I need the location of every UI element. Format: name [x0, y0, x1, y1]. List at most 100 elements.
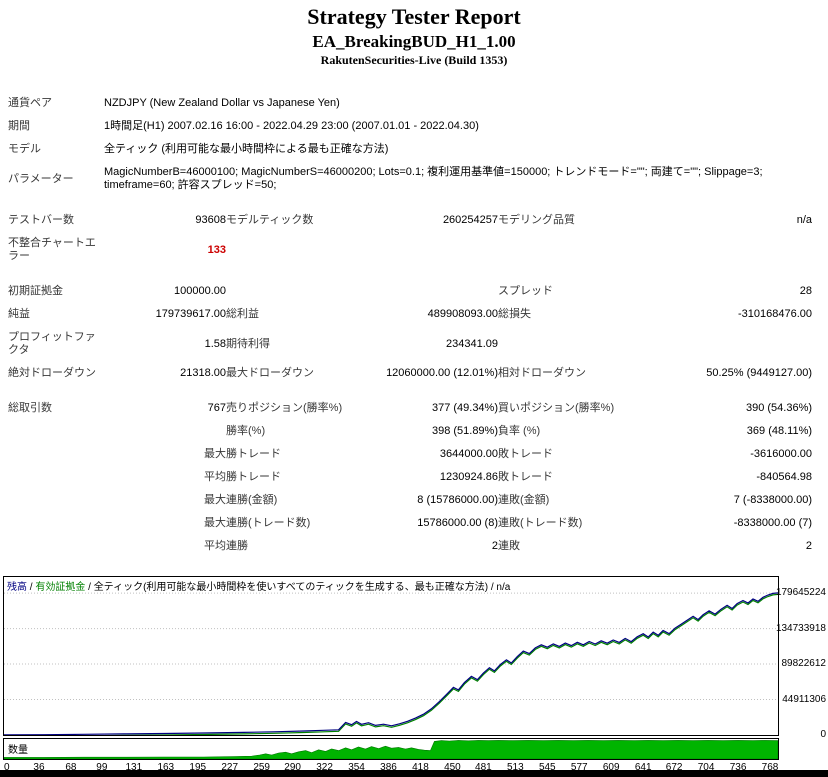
report-title: Strategy Tester Report: [307, 4, 521, 29]
stat-label: [498, 232, 664, 268]
report-row: 不整合チャートエラー 133: [8, 232, 812, 268]
x-axis-tick: 641: [634, 762, 652, 773]
x-axis-tick: 354: [348, 762, 365, 773]
volume-panel: 数量: [3, 738, 779, 760]
stat-value: -3616000.00: [750, 448, 813, 460]
volume-area: [4, 740, 778, 759]
stat-value: 2: [805, 540, 813, 552]
stat-label: 連敗(トレード数): [498, 517, 583, 529]
report-row: 総取引数 767 売りポジション(勝率%) 377 (49.34%) 買いポジション(勝…: [8, 397, 812, 420]
stat-label: 相対ドローダウン: [498, 367, 586, 379]
stat-label: テストバー数: [8, 214, 74, 226]
x-axis-tick: 163: [157, 762, 175, 773]
stat-value: 50.25% (9449127.00): [706, 367, 813, 379]
stat-value: 100000.00: [174, 285, 226, 297]
stat-label: プロフィットファクタ: [8, 331, 96, 356]
stat-label: 連敗(金額): [498, 494, 550, 506]
stat-value: 398 (51.89%): [431, 425, 498, 437]
x-axis-tick: 768: [761, 762, 779, 773]
chart-area: 残高 / 有効証拠金 / 全ティック(利用可能な最小時間枠を使いすべてのティック…: [3, 576, 828, 776]
stat-label: 期待利得: [226, 337, 270, 350]
balance-graph: [4, 592, 778, 735]
stat-value: NZDJPY (New Zealand Dollar vs Japanese Y…: [104, 97, 340, 109]
stat-label: 平均: [204, 540, 226, 552]
stat-label: 不整合チャートエラー: [8, 237, 96, 262]
stat-value: 21318.00: [180, 367, 226, 379]
x-axis-tick: 322: [316, 762, 333, 773]
stat-value: 1.58: [204, 337, 226, 350]
report-row: モデル 全ティック (利用可能な最小時間枠による最も正確な方法): [8, 138, 812, 161]
y-axis-tick: 44911306: [782, 693, 826, 705]
stat-label: [8, 420, 104, 443]
stat-label: 最大: [204, 448, 226, 460]
legend-equity-label: 有効証拠金: [35, 582, 86, 593]
x-axis-labels: 0 36 68 99 131 163 195 227 259 290 322 354 386 418 450…: [3, 762, 783, 774]
stat-value: [104, 420, 226, 443]
x-axis-tick: 259: [253, 762, 270, 773]
stat-label: 初期証拠金: [8, 285, 63, 297]
stat-label: 純益: [8, 308, 30, 320]
stat-label: 最大: [204, 517, 226, 529]
stat-value: 179739617.00: [155, 308, 226, 320]
stat-value: 8 (15786000.00): [417, 494, 498, 506]
legend-separator: /: [488, 582, 497, 593]
volume-label: 数量: [8, 745, 28, 756]
x-axis-tick: 672: [665, 762, 683, 773]
report-row: テストバー数 93608 モデルティック数 260254257 モデリング品質 n/a: [8, 209, 812, 232]
stat-label: [8, 489, 104, 512]
stat-value: 3644000.00: [439, 448, 498, 460]
stat-label: 連勝(金額): [226, 494, 278, 506]
stat-label: [8, 443, 104, 466]
stat-value: 28: [799, 285, 813, 297]
x-axis-tick: 704: [697, 762, 715, 773]
stat-label: 買いポジション(勝率%): [498, 402, 615, 414]
report-row: 通貨ペア NZDJPY (New Zealand Dollar vs Japane…: [8, 92, 812, 115]
stat-value: 1230924.86: [439, 471, 498, 483]
report-row: 純益 179739617.00 総利益 489908093.00 総損失 -3101684…: [8, 303, 812, 326]
stat-value: 133: [207, 243, 226, 256]
report-row: 初期証拠金 100000.00 スプレッド 28: [8, 280, 812, 303]
stat-label: スプレッド: [498, 285, 553, 297]
y-axis-labels: 179645224 134733918 89822612 44911306 0: [776, 576, 827, 742]
stat-label: 連勝: [226, 540, 248, 552]
x-axis-tick: 195: [189, 762, 207, 773]
stat-value: n/a: [796, 214, 813, 226]
y-axis-tick: 134733918: [775, 622, 826, 634]
stat-label: 総取引数: [8, 402, 52, 414]
stat-label: 期間: [8, 120, 30, 132]
stat-label: [226, 232, 372, 268]
stat-value: 12060000.00 (12.01%): [386, 367, 498, 379]
x-axis-tick: 736: [729, 762, 747, 773]
stat-label: 負率 (%): [498, 425, 541, 437]
stat-label: 絶対ドローダウン: [8, 367, 96, 379]
volume-graph: [4, 740, 778, 759]
x-axis-tick: 227: [221, 762, 239, 773]
stat-label: 売りポジション(勝率%): [226, 402, 343, 414]
report-row: 平均 連勝 2 連敗 2: [8, 535, 812, 558]
x-axis-tick: 99: [96, 762, 108, 773]
report-row: 平均 勝トレード 1230924.86 敗トレード -840564.98: [8, 466, 812, 489]
stat-label: 勝トレード: [226, 448, 281, 460]
x-axis-tick: 0: [4, 762, 10, 773]
stat-value: -840564.98: [756, 471, 813, 483]
stat-label: 勝トレード: [226, 471, 281, 483]
legend-model-label: 全ティック(利用可能な最小時間枠を使いすべてのティックを生成する、最も正確な方法…: [93, 582, 489, 593]
stat-value: MagicNumberB=46000100; MagicNumberS=4600…: [104, 166, 763, 191]
report-row: 絶対ドローダウン 21318.00 最大ドローダウン 12060000.00 (12.…: [8, 362, 812, 385]
report-row: プロフィットファクタ 1.58 期待利得 234341.09: [8, 326, 812, 362]
report-row: 最大 連勝(トレード数) 15786000.00 (8) 連敗(トレード数) -8338…: [8, 512, 812, 535]
stat-label: 最大: [204, 494, 226, 506]
stat-label: 連敗: [498, 540, 520, 552]
stat-label: 敗トレード: [498, 471, 553, 483]
report-row: 勝率(%) 398 (51.89%) 負率 (%) 369 (48.11%): [8, 420, 812, 443]
legend-quality-label: n/a: [496, 582, 511, 593]
x-axis-tick: 481: [475, 762, 492, 773]
stat-label: モデル: [8, 143, 41, 155]
y-axis-tick: 89822612: [781, 658, 827, 670]
stat-label: 通貨ペア: [8, 97, 52, 109]
report-table: 通貨ペア NZDJPY (New Zealand Dollar vs Japane…: [8, 92, 812, 558]
stat-label: 敗トレード: [498, 448, 553, 460]
report-row: 最大 勝トレード 3644000.00 敗トレード -3616000.00: [8, 443, 812, 466]
spacer-row: [8, 385, 812, 397]
